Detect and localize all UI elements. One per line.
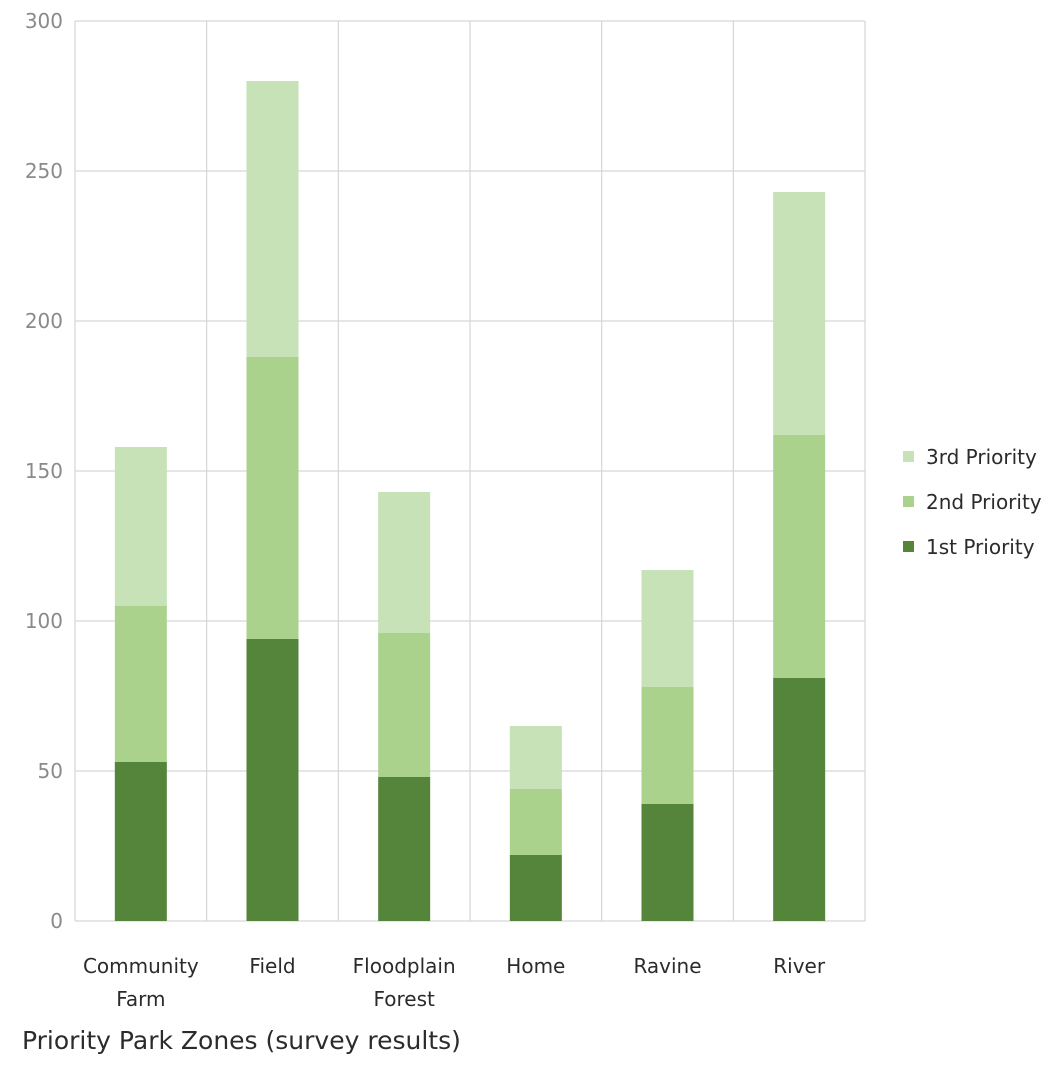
x-tick-label: Floodplain (353, 954, 456, 978)
x-tick-label: Ravine (633, 954, 701, 978)
chart-plot: 0 50 100 150 200 250 300 Community Farm Field Floo… (25, 9, 1042, 1011)
legend-label: 2nd Priority (926, 490, 1042, 514)
x-tick-label: Farm (116, 987, 165, 1011)
bar-segment (246, 639, 299, 921)
x-tick-label: River (773, 954, 826, 978)
y-tick-label: 300 (25, 9, 63, 33)
bar-segment (246, 81, 299, 357)
y-tick-label: 200 (25, 309, 63, 333)
y-tick-label: 50 (38, 759, 63, 783)
legend: 3rd Priority 2nd Priority 1st Priority (903, 445, 1042, 559)
bar-segment (378, 633, 431, 777)
legend-swatch (903, 451, 914, 462)
bar-segment (114, 762, 167, 921)
bar-segment (641, 570, 694, 687)
bar-segment (114, 606, 167, 762)
x-tick-label: Community (83, 954, 199, 978)
legend-label: 3rd Priority (926, 445, 1037, 469)
bar-segment (509, 726, 562, 789)
y-tick-label: 0 (50, 909, 63, 933)
y-tick-label: 100 (25, 609, 63, 633)
x-tick-label: Field (249, 954, 295, 978)
bar-segment (378, 492, 431, 633)
bar-segment (378, 777, 431, 921)
gridlines (74, 20, 866, 922)
x-axis-labels: Community Farm Field Floodplain Forest Home Ra… (83, 954, 826, 1011)
x-tick-label: Forest (373, 987, 435, 1011)
bar-segment (773, 192, 826, 435)
bar-segment (773, 435, 826, 678)
legend-swatch (903, 541, 914, 552)
legend-swatch (903, 496, 914, 507)
bar-segment (509, 855, 562, 921)
legend-label: 1st Priority (926, 535, 1035, 559)
y-tick-label: 250 (25, 159, 63, 183)
bars (114, 81, 826, 921)
chart-title: Priority Park Zones (survey results) (22, 1026, 461, 1055)
bar-segment (641, 804, 694, 921)
bar-segment (641, 687, 694, 804)
bar-segment (509, 789, 562, 855)
bar-segment (246, 357, 299, 639)
y-tick-label: 150 (25, 459, 63, 483)
x-tick-label: Home (506, 954, 565, 978)
bar-segment (114, 447, 167, 606)
bar-segment (773, 678, 826, 921)
